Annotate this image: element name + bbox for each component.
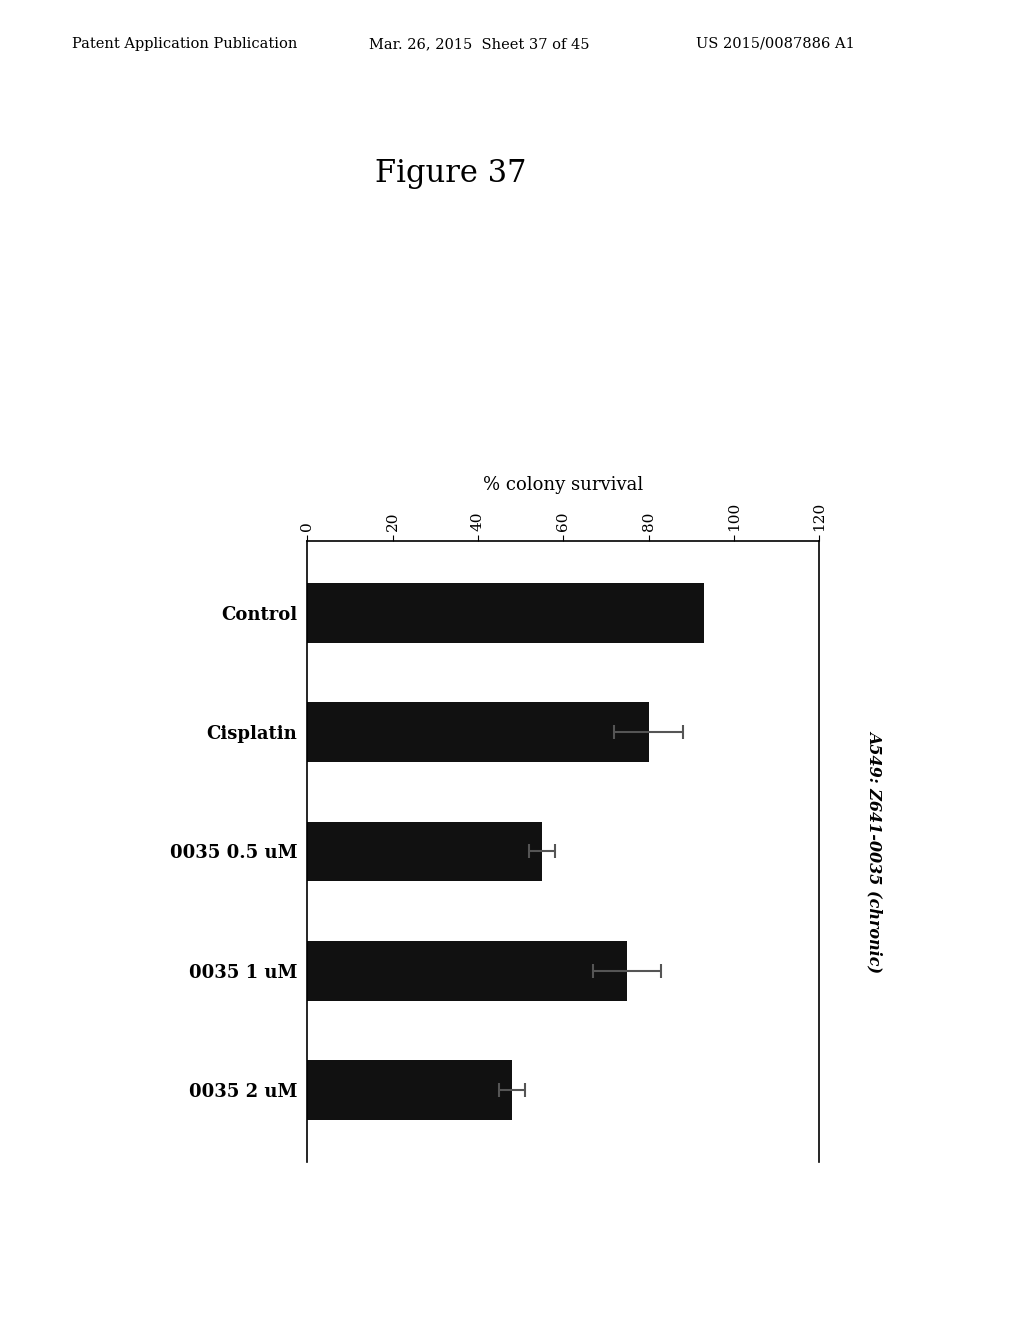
Text: A549: Z641-0035 (chronic): A549: Z641-0035 (chronic): [867, 730, 884, 973]
Bar: [307, 583, 705, 643]
Bar: [307, 702, 648, 762]
Text: Figure 37: Figure 37: [375, 158, 526, 189]
Bar: [307, 821, 542, 882]
Text: Patent Application Publication: Patent Application Publication: [72, 37, 297, 51]
X-axis label: % colony survival: % colony survival: [483, 477, 643, 495]
Text: Mar. 26, 2015  Sheet 37 of 45: Mar. 26, 2015 Sheet 37 of 45: [369, 37, 589, 51]
Bar: [307, 1060, 512, 1119]
Bar: [307, 941, 627, 1001]
Text: US 2015/0087886 A1: US 2015/0087886 A1: [696, 37, 855, 51]
